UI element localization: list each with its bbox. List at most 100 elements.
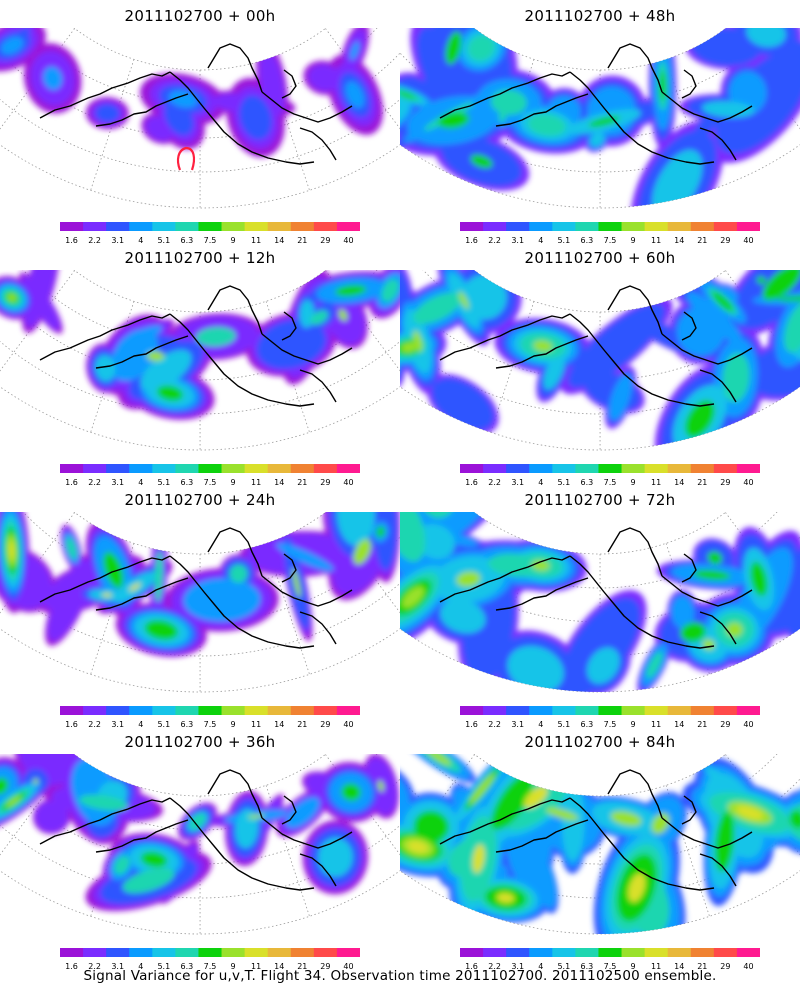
variance-contour bbox=[726, 622, 743, 637]
variance-contour bbox=[314, 545, 344, 569]
colorbar-tick-label: 7.5 bbox=[204, 720, 217, 729]
variance-contour bbox=[750, 561, 768, 597]
variance-contour bbox=[413, 292, 462, 325]
variance-contour bbox=[103, 551, 124, 589]
panel-title: 2011102700 + 12h bbox=[124, 249, 276, 267]
colorbar-swatch bbox=[736, 222, 760, 231]
variance-map bbox=[0, 512, 400, 693]
colorbar-swatch bbox=[736, 948, 760, 957]
variance-contour bbox=[113, 855, 130, 875]
colorbar-swatch bbox=[713, 948, 738, 957]
colorbar: 1.6 2.2 3.1 4 5.1 6.3 7.5 9 11 14 21 29 40 bbox=[60, 948, 360, 971]
colorbar-swatch bbox=[198, 464, 222, 473]
colorbar-swatch bbox=[667, 706, 692, 715]
colorbar-swatch bbox=[506, 706, 530, 715]
variance-contour bbox=[0, 777, 9, 795]
colorbar-tick-label: 3.1 bbox=[111, 962, 124, 971]
variance-contour bbox=[671, 595, 695, 630]
colorbar-tick-label: 2.2 bbox=[488, 236, 501, 245]
variance-contour bbox=[129, 582, 141, 592]
colorbar-tick-label: 6.3 bbox=[581, 478, 594, 487]
colorbar-swatch bbox=[713, 706, 738, 715]
variance-contour bbox=[32, 778, 39, 785]
colorbar-swatch bbox=[552, 222, 576, 231]
variance-contour bbox=[195, 327, 236, 347]
colorbar-tick-label: 40 bbox=[743, 962, 753, 971]
colorbar-swatch bbox=[529, 948, 553, 957]
colorbar-tick-label: 7.5 bbox=[204, 478, 217, 487]
colorbar-tick-label: 29 bbox=[720, 236, 730, 245]
colorbar-tick-label: 40 bbox=[743, 478, 753, 487]
colorbar-swatch bbox=[336, 464, 360, 473]
panel-title: 2011102700 + 36h bbox=[124, 733, 276, 751]
variance-contour bbox=[95, 104, 120, 123]
variance-contour bbox=[507, 645, 564, 693]
colorbar-swatch bbox=[690, 222, 715, 231]
variance-contour bbox=[381, 278, 399, 302]
colorbar-tick-label: 2.2 bbox=[88, 962, 101, 971]
colorbar-tick-label: 21 bbox=[697, 962, 707, 971]
colorbar-swatch bbox=[267, 706, 292, 715]
colorbar-tick-label: 2.2 bbox=[488, 962, 501, 971]
colorbar-tick-label: 29 bbox=[720, 720, 730, 729]
variance-contour bbox=[780, 594, 800, 641]
variance-contour bbox=[308, 64, 341, 92]
variance-contour bbox=[467, 35, 495, 61]
variance-contour bbox=[413, 810, 449, 843]
colorbar-tick-label: 7.5 bbox=[604, 478, 617, 487]
variance-contour bbox=[524, 786, 548, 809]
colorbar-swatch bbox=[152, 222, 176, 231]
colorbar-tick-label: 5.1 bbox=[557, 720, 570, 729]
colorbar-swatch bbox=[106, 222, 130, 231]
variance-contour bbox=[438, 112, 470, 129]
variance-contour bbox=[35, 800, 69, 833]
variance-contour bbox=[472, 844, 485, 873]
variance-contour bbox=[590, 132, 605, 147]
coastlines bbox=[39, 769, 353, 891]
colorbar-tick-label: 7.5 bbox=[604, 962, 617, 971]
colorbar-swatch bbox=[198, 222, 222, 231]
variance-map bbox=[0, 754, 400, 935]
colorbar-swatch bbox=[221, 222, 246, 231]
variance-contour bbox=[784, 301, 800, 353]
colorbar-swatch bbox=[267, 464, 292, 473]
variance-contour bbox=[310, 310, 329, 325]
colorbar-tick-label: 29 bbox=[720, 478, 730, 487]
colorbar-tick-label: 2.2 bbox=[488, 478, 501, 487]
colorbar-tick-label: 40 bbox=[343, 720, 353, 729]
colorbar-tick-label: 11 bbox=[651, 720, 661, 729]
colorbar-tick-label: 6.3 bbox=[181, 962, 194, 971]
colorbar-swatch bbox=[313, 464, 338, 473]
variance-contour bbox=[140, 349, 192, 392]
variance-contour bbox=[533, 340, 553, 352]
colorbar-swatch bbox=[152, 464, 176, 473]
colorbar-swatch bbox=[313, 948, 338, 957]
coastlines bbox=[439, 769, 753, 891]
colorbar-swatch bbox=[460, 706, 484, 715]
panel-title: 2011102700 + 60h bbox=[524, 249, 676, 267]
variance-contour bbox=[440, 599, 486, 634]
variance-contour bbox=[335, 284, 367, 297]
colorbar-swatch bbox=[198, 706, 222, 715]
colorbar-tick-label: 14 bbox=[274, 478, 284, 487]
colorbar-tick-label: 14 bbox=[274, 962, 284, 971]
variance-contour bbox=[376, 526, 386, 538]
colorbar-tick-label: 11 bbox=[251, 720, 261, 729]
colorbar-swatch bbox=[129, 222, 153, 231]
colorbar-swatch bbox=[690, 464, 715, 473]
colorbar-tick-label: 6.3 bbox=[581, 720, 594, 729]
colorbar-tick-label: 3.1 bbox=[511, 720, 524, 729]
variance-contour bbox=[156, 385, 184, 402]
colorbar-tick-label: 21 bbox=[697, 720, 707, 729]
colorbar-tick-label: 29 bbox=[320, 478, 330, 487]
colorbar-swatch bbox=[152, 948, 176, 957]
colorbar-tick-label: 14 bbox=[674, 478, 684, 487]
colorbar-tick-label: 7.5 bbox=[604, 236, 617, 245]
variance-contour bbox=[560, 597, 641, 693]
colorbar-tick-label: 1.6 bbox=[465, 720, 478, 729]
colorbar-swatch bbox=[175, 948, 199, 957]
variance-contour bbox=[7, 293, 17, 302]
observation-marker bbox=[176, 146, 196, 171]
colorbar-tick-label: 6.3 bbox=[581, 236, 594, 245]
